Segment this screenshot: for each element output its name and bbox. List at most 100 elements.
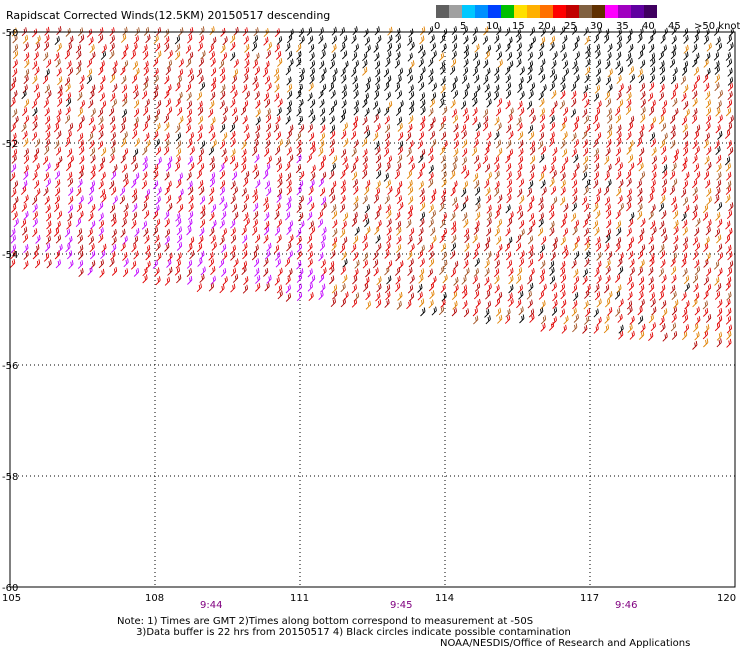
wind-barb — [593, 179, 599, 189]
wind-barb — [658, 291, 665, 301]
wind-barb — [529, 26, 535, 36]
wind-barb — [78, 268, 84, 278]
wind-barb — [254, 154, 260, 164]
wind-barb — [12, 34, 18, 44]
wind-barb — [682, 243, 688, 253]
wind-barb — [515, 28, 521, 38]
wind-barb — [671, 196, 677, 206]
wind-barb — [672, 203, 678, 213]
wind-barb — [277, 58, 283, 67]
wind-barb — [78, 250, 84, 260]
wind-barb — [694, 74, 701, 84]
wind-barb — [385, 291, 391, 301]
wind-barb — [418, 82, 425, 91]
wind-barb — [384, 115, 390, 125]
wind-barb — [726, 210, 733, 220]
wind-barb — [420, 106, 426, 116]
wind-barb — [626, 300, 633, 310]
wind-barb — [585, 58, 591, 68]
legend-label: 15 — [512, 21, 525, 32]
wind-barb — [350, 130, 357, 140]
wind-barb — [428, 122, 434, 132]
wind-barb — [365, 76, 371, 86]
wind-barb — [670, 90, 677, 100]
wind-barb — [639, 244, 646, 254]
wind-barb — [486, 204, 492, 214]
wind-barb — [45, 178, 51, 188]
wind-barb — [441, 212, 447, 222]
wind-barb — [121, 218, 127, 228]
wind-barb — [516, 50, 522, 60]
wind-barb — [100, 250, 106, 260]
wind-barb — [474, 282, 481, 292]
wind-barb — [440, 284, 446, 294]
wind-barb — [196, 91, 203, 101]
wind-barb — [209, 172, 216, 182]
wind-barb — [507, 236, 513, 246]
wind-barb — [497, 244, 503, 254]
wind-barb — [395, 252, 401, 262]
wind-barb — [166, 106, 173, 116]
wind-barb — [164, 171, 170, 181]
wind-barb — [649, 52, 656, 62]
wind-barb — [67, 122, 74, 132]
wind-barb — [640, 218, 646, 228]
wind-barb — [231, 107, 238, 117]
wind-barb — [441, 170, 447, 180]
wind-barb — [627, 57, 633, 67]
wind-barb — [328, 260, 335, 270]
wind-barb — [593, 148, 599, 157]
wind-barb — [243, 276, 249, 286]
wind-barb — [716, 100, 722, 110]
wind-barb — [55, 179, 61, 189]
wind-barb — [64, 76, 71, 86]
wind-barb — [407, 251, 413, 261]
wind-barb — [386, 234, 392, 244]
wind-barb — [352, 122, 358, 131]
wind-barb — [626, 35, 632, 44]
wind-barb — [252, 163, 258, 173]
wind-barb — [607, 114, 613, 124]
wind-barb — [639, 299, 645, 308]
wind-barb — [574, 35, 580, 45]
wind-barb — [506, 218, 513, 228]
wind-barb — [616, 91, 622, 101]
wind-barb — [152, 180, 159, 190]
wind-barb — [428, 58, 434, 68]
wind-barb — [560, 274, 567, 284]
wind-barb — [209, 212, 215, 222]
wind-barb — [495, 43, 501, 53]
wind-barb — [45, 162, 51, 172]
wind-barb — [42, 155, 49, 165]
wind-barb — [440, 84, 446, 94]
wind-barb — [572, 60, 578, 70]
wind-barb — [648, 194, 654, 204]
wind-barb — [516, 171, 522, 181]
wind-barb — [79, 155, 85, 165]
wind-barb — [196, 155, 203, 165]
wind-barb — [519, 91, 525, 101]
wind-barb — [562, 227, 569, 237]
wind-barb — [617, 314, 623, 323]
wind-barb — [372, 259, 379, 269]
wind-barb — [659, 139, 666, 149]
wind-barb — [284, 138, 291, 148]
wind-barb — [197, 106, 204, 116]
wind-barb — [583, 27, 589, 36]
wind-barb — [361, 170, 368, 180]
wind-barb — [703, 338, 709, 348]
wind-barb — [692, 251, 698, 261]
wind-barb — [253, 82, 259, 92]
wind-barb — [683, 51, 689, 61]
wind-barb — [23, 148, 29, 158]
wind-barb — [362, 156, 368, 165]
wind-barb — [352, 235, 359, 245]
wind-barb — [98, 180, 104, 190]
wind-barb — [308, 132, 315, 142]
wind-barb — [262, 68, 269, 78]
wind-barb — [702, 74, 709, 83]
wind-barb — [516, 58, 522, 68]
wind-barb — [505, 308, 511, 318]
wind-barb — [210, 58, 216, 67]
wind-barb — [176, 179, 182, 189]
